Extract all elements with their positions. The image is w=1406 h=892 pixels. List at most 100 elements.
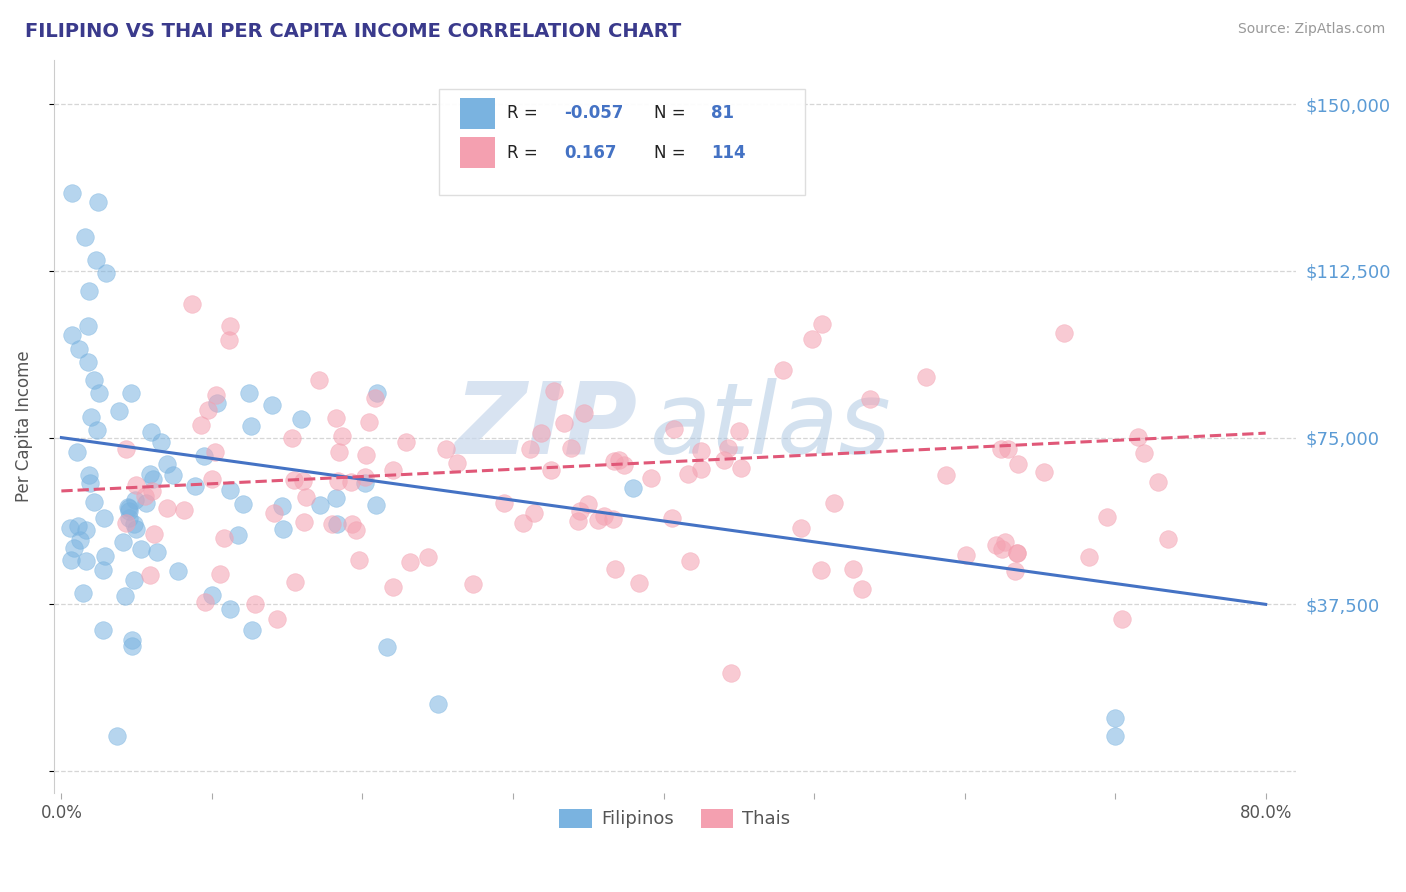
Point: [1004, 564, 1026, 578]
Point: [266, 612, 288, 626]
Point: [984, 538, 1007, 552]
Point: [859, 392, 882, 406]
Text: ZIP: ZIP: [454, 378, 637, 475]
Point: [205, 388, 228, 402]
Text: R =: R =: [508, 104, 543, 122]
Point: [284, 574, 307, 589]
Point: [1126, 429, 1149, 443]
Point: [592, 509, 614, 524]
Point: [772, 363, 794, 377]
Point: [238, 386, 260, 401]
Point: [69, 533, 91, 548]
Point: [60, 328, 83, 343]
Point: [381, 580, 404, 594]
Text: N =: N =: [654, 104, 690, 122]
Point: [139, 467, 162, 481]
Bar: [460, 98, 495, 128]
Point: [290, 411, 312, 425]
Point: [340, 516, 363, 531]
Point: [146, 545, 169, 559]
Point: [613, 458, 636, 473]
Point: [664, 422, 686, 436]
Point: [1005, 546, 1028, 560]
Point: [162, 468, 184, 483]
Point: [118, 504, 141, 518]
Point: [326, 516, 349, 531]
Point: [727, 424, 749, 438]
Point: [79, 476, 101, 491]
Point: [121, 632, 143, 647]
Point: [243, 597, 266, 611]
Point: [59, 521, 82, 535]
Point: [142, 472, 165, 486]
Point: [87, 194, 110, 209]
Point: [84, 252, 107, 267]
Point: [461, 577, 484, 591]
Point: [1156, 532, 1178, 546]
Point: [122, 517, 145, 532]
Point: [1132, 446, 1154, 460]
Point: [540, 462, 562, 476]
Point: [1007, 457, 1029, 471]
Point: [156, 457, 179, 471]
Point: [553, 416, 575, 430]
Point: [156, 501, 179, 516]
Point: [129, 541, 152, 556]
Point: [112, 535, 135, 549]
Point: [76, 554, 98, 568]
Point: [91, 562, 114, 576]
Point: [150, 434, 173, 449]
Point: [602, 512, 624, 526]
Point: [194, 595, 217, 609]
Point: [135, 496, 157, 510]
Point: [124, 493, 146, 508]
Point: [208, 566, 231, 581]
Point: [295, 490, 318, 504]
Point: [1053, 326, 1076, 341]
Point: [1033, 465, 1056, 479]
Point: [63, 541, 86, 555]
Point: [851, 582, 873, 597]
Point: [212, 531, 235, 545]
Text: 81: 81: [711, 104, 734, 122]
Point: [679, 554, 702, 568]
Point: [292, 515, 315, 529]
Point: [328, 474, 350, 488]
Point: [201, 588, 224, 602]
Point: [76, 355, 98, 369]
Point: [308, 499, 330, 513]
Point: [1111, 612, 1133, 626]
Point: [67, 342, 90, 356]
Point: [689, 444, 711, 458]
Point: [576, 497, 599, 511]
Point: [83, 373, 105, 387]
Point: [375, 640, 398, 655]
Point: [93, 511, 115, 525]
Point: [141, 484, 163, 499]
Point: [94, 266, 117, 280]
Point: [60, 186, 83, 200]
Point: [915, 370, 938, 384]
Point: [108, 403, 131, 417]
Point: [166, 564, 188, 578]
Point: [205, 395, 228, 409]
Point: [994, 535, 1017, 549]
Point: [115, 442, 138, 456]
Point: [120, 386, 142, 401]
Point: [353, 470, 375, 484]
Point: [60, 553, 83, 567]
Point: [523, 506, 546, 520]
Point: [717, 441, 740, 455]
Point: [197, 403, 219, 417]
Point: [141, 425, 163, 439]
Point: [997, 442, 1019, 456]
Point: [72, 586, 94, 600]
Point: [91, 624, 114, 638]
Point: [66, 445, 89, 459]
Point: [530, 426, 553, 441]
Point: [239, 419, 262, 434]
Point: [283, 473, 305, 487]
Point: [340, 475, 363, 489]
Point: [955, 548, 977, 562]
Point: [117, 510, 139, 524]
